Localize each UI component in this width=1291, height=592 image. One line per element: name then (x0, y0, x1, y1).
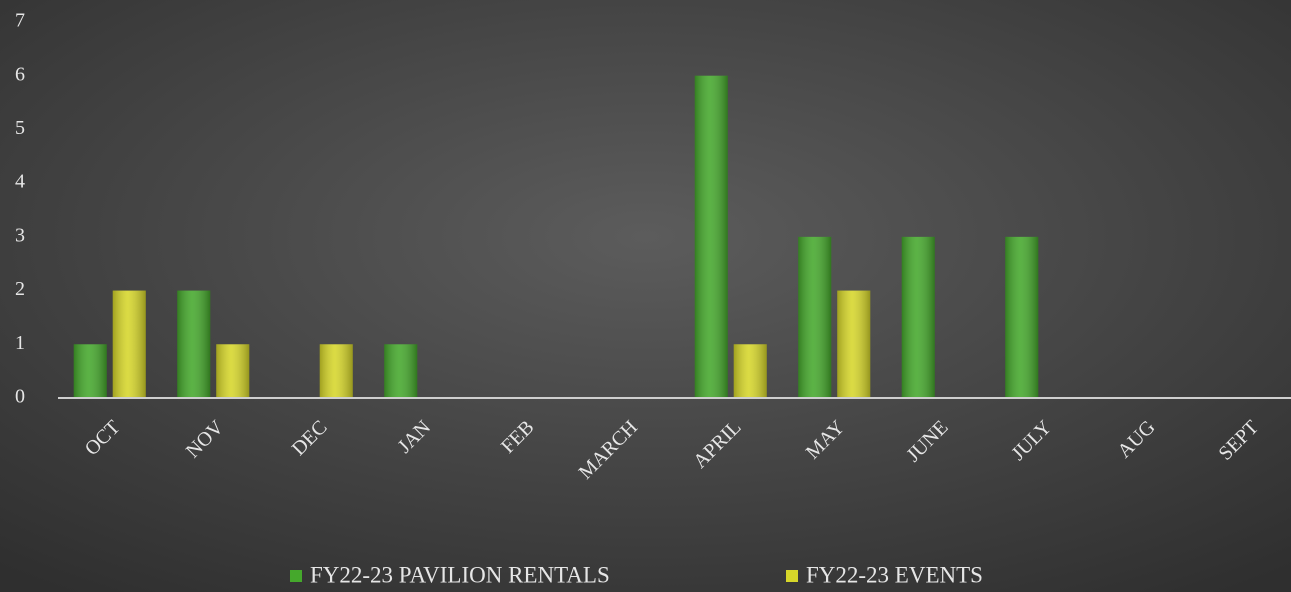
bar (1005, 236, 1039, 398)
bar (216, 344, 250, 398)
y-tick-label: 0 (15, 386, 25, 408)
y-tick-label: 5 (15, 117, 25, 139)
y-tick-label: 4 (15, 171, 25, 193)
y-tick-label: 6 (15, 63, 25, 85)
bar (177, 290, 211, 398)
bar (112, 290, 146, 398)
legend-swatch (786, 570, 798, 582)
bar (694, 75, 728, 398)
y-tick-label: 3 (15, 224, 25, 246)
y-tick-label: 1 (15, 332, 25, 354)
bar (798, 236, 832, 398)
legend-swatch (290, 570, 302, 582)
y-tick-label: 2 (15, 278, 25, 300)
bar (901, 236, 935, 398)
bar (319, 344, 353, 398)
bar (733, 344, 767, 398)
bar (73, 344, 107, 398)
legend-label: FY22-23 EVENTS (806, 562, 983, 587)
bar (384, 344, 418, 398)
legend-label: FY22-23 PAVILION RENTALS (310, 562, 610, 587)
y-tick-label: 7 (15, 10, 25, 32)
bar (837, 290, 871, 398)
